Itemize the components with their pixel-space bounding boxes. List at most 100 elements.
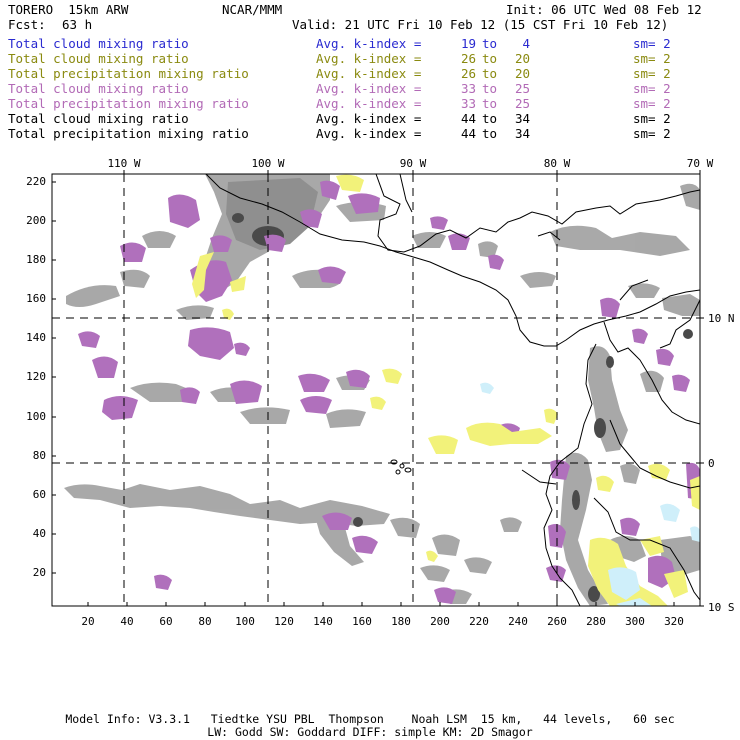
forecast-hour: 63 h <box>62 17 93 32</box>
forecast-label: Fcst: <box>8 17 46 32</box>
lon-label-90w: 90 W <box>400 157 427 170</box>
legend-smoothing: sm= 2 <box>633 111 671 126</box>
legend-row: Total precipitation mixing ratio Avg. k-i… <box>8 66 733 81</box>
legend-range-to: to <box>482 126 498 141</box>
legend-smoothing: sm= 2 <box>633 36 671 51</box>
legend-range-low: 44 <box>460 111 476 126</box>
y-tick: 180 <box>26 253 46 266</box>
legend-field-label: Total precipitation mixing ratio <box>8 66 249 81</box>
lon-label-110w: 110 W <box>107 157 140 170</box>
legend-avg-label: Avg. k-index = <box>316 36 422 51</box>
model-info-line2: LW: Godd SW: Goddard DIFF: simple KM: 2D… <box>207 725 533 739</box>
legend-range-high: 34 <box>514 126 530 141</box>
legend-avg-label: Avg. k-index = <box>316 126 422 141</box>
y-tick: 140 <box>26 331 46 344</box>
x-tick: 80 <box>198 615 211 628</box>
legend-smoothing: sm= 2 <box>633 126 671 141</box>
y-tick: 60 <box>33 488 46 501</box>
x-tick: 260 <box>547 615 567 628</box>
legend-row: Total precipitation mixing ratio Avg. k-i… <box>8 126 733 141</box>
legend-smoothing: sm= 2 <box>633 81 671 96</box>
lat-label-10n: 10 N <box>708 312 735 325</box>
x-tick: 180 <box>391 615 411 628</box>
y-tick: 40 <box>33 527 46 540</box>
legend-smoothing: sm= 2 <box>633 51 671 66</box>
galapagos-islands <box>390 459 412 475</box>
legend-smoothing: sm= 2 <box>633 66 671 81</box>
legend-range-high: 25 <box>514 96 530 111</box>
legend-smoothing: sm= 2 <box>633 96 671 111</box>
legend-range-low: 33 <box>460 96 476 111</box>
y-tick: 200 <box>26 214 46 227</box>
x-tick-labels: 20 40 60 80 100 120 140 160 180 200 220 … <box>81 615 684 628</box>
precip-field-yellow <box>192 174 700 606</box>
legend-range-low: 19 <box>460 36 476 51</box>
x-tick: 240 <box>508 615 528 628</box>
legend-row: Total precipitation mixing ratio Avg. k-i… <box>8 96 733 111</box>
valid-time: Valid: 21 UTC Fri 10 Feb 12 (15 CST Fri … <box>292 17 669 32</box>
organization: NCAR/MMM <box>222 2 283 17</box>
model-title: TORERO 15km ARW <box>8 2 129 17</box>
legend-avg-label: Avg. k-index = <box>316 96 422 111</box>
precip-field-lightblue <box>480 382 700 606</box>
legend-range-high: 20 <box>514 51 530 66</box>
lon-label-100w: 100 W <box>251 157 284 170</box>
legend-range-to: to <box>482 51 498 66</box>
legend-range-high: 4 <box>522 36 530 51</box>
legend-range-high: 25 <box>514 81 530 96</box>
y-tick: 220 <box>26 175 46 188</box>
y-tick: 20 <box>33 566 46 579</box>
lat-lon-grid <box>52 174 700 606</box>
lon-label-80w: 80 W <box>544 157 571 170</box>
lat-label-10s: 10 S <box>708 601 735 614</box>
legend-row: Total cloud mixing ratio Avg. k-index = 26… <box>8 51 733 66</box>
legend-range-to: to <box>482 96 498 111</box>
model-info-line1: Model Info: V3.3.1 Tiedtke YSU PBL Thomp… <box>65 712 675 726</box>
frame-ticks <box>52 170 704 607</box>
x-tick: 320 <box>664 615 684 628</box>
x-tick: 120 <box>274 615 294 628</box>
legend-avg-label: Avg. k-index = <box>316 51 422 66</box>
x-tick: 280 <box>586 615 606 628</box>
legend-field-label: Total cloud mixing ratio <box>8 81 189 96</box>
legend-range-low: 26 <box>460 51 476 66</box>
lon-label-70w: 70 W <box>687 157 714 170</box>
legend-avg-label: Avg. k-index = <box>316 66 422 81</box>
init-time: Init: 06 UTC Wed 08 Feb 12 <box>506 2 702 17</box>
x-tick: 20 <box>81 615 94 628</box>
weather-map: 110 W 100 W 90 W 80 W 70 W 10 N 0 10 S 2… <box>26 157 735 628</box>
legend-range-to: to <box>482 36 498 51</box>
legend-range-low: 44 <box>460 126 476 141</box>
legend-avg-label: Avg. k-index = <box>316 81 422 96</box>
legend-range-high: 20 <box>514 66 530 81</box>
x-tick: 100 <box>235 615 255 628</box>
legend-avg-label: Avg. k-index = <box>316 111 422 126</box>
legend-range-low: 33 <box>460 81 476 96</box>
map-frame <box>51 173 701 607</box>
lat-label-0: 0 <box>708 457 715 470</box>
y-tick: 80 <box>33 449 46 462</box>
x-tick: 40 <box>120 615 133 628</box>
legend-row: Total cloud mixing ratio Avg. k-index = 19… <box>8 36 733 51</box>
legend-range-high: 34 <box>514 111 530 126</box>
legend-field-label: Total cloud mixing ratio <box>8 36 189 51</box>
legend-range-low: 26 <box>460 66 476 81</box>
y-tick: 100 <box>26 410 46 423</box>
coastlines <box>205 174 700 606</box>
legend-range-to: to <box>482 81 498 96</box>
x-tick: 160 <box>352 615 372 628</box>
y-tick: 160 <box>26 292 46 305</box>
x-tick: 140 <box>313 615 333 628</box>
legend-field-label: Total precipitation mixing ratio <box>8 96 249 111</box>
x-tick: 200 <box>430 615 450 628</box>
legend-field-label: Total cloud mixing ratio <box>8 51 189 66</box>
y-tick-labels: 220 200 180 160 140 120 100 80 60 40 20 <box>26 175 46 579</box>
legend-range-to: to <box>482 66 498 81</box>
legend-field-label: Total cloud mixing ratio <box>8 111 189 126</box>
legend-row: Total cloud mixing ratio Avg. k-index = 44… <box>8 111 733 126</box>
legend-row: Total cloud mixing ratio Avg. k-index = 33… <box>8 81 733 96</box>
legend-field-label: Total precipitation mixing ratio <box>8 126 249 141</box>
x-tick: 300 <box>625 615 645 628</box>
x-tick: 60 <box>159 615 172 628</box>
x-tick: 220 <box>469 615 489 628</box>
